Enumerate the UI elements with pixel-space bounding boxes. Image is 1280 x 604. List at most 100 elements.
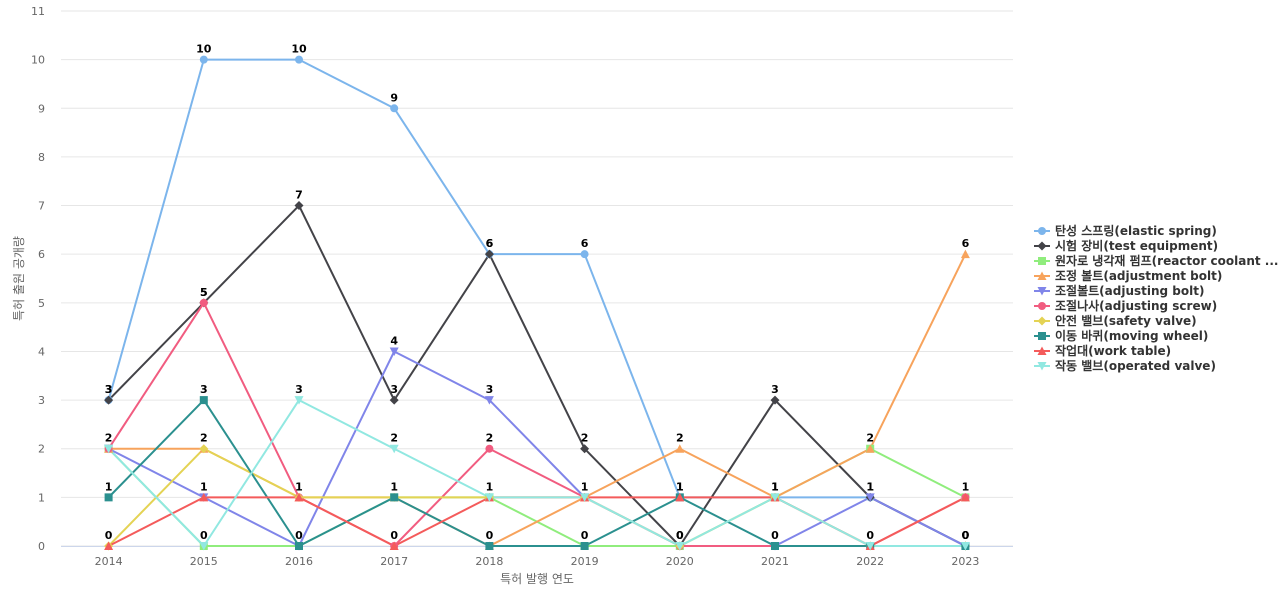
x-tick-label: 2015	[190, 555, 218, 568]
data-label: 3	[105, 383, 113, 396]
data-label: 0	[105, 529, 113, 542]
legend-item[interactable]: 조절나사(adjusting screw)	[1034, 298, 1217, 313]
data-label: 6	[486, 237, 494, 250]
legend-marker	[1038, 227, 1046, 235]
legend[interactable]: 탄성 스프링(elastic spring)시험 장비(test equipme…	[1034, 223, 1278, 373]
data-point	[960, 492, 970, 502]
legend-marker	[1038, 302, 1046, 310]
legend-label: 작업대(work table)	[1055, 343, 1171, 358]
data-label: 0	[390, 529, 398, 542]
legend-item[interactable]: 이동 바퀴(moving wheel)	[1034, 328, 1208, 343]
data-label: 3	[105, 383, 113, 396]
data-point	[199, 444, 209, 454]
y-tick-label: 8	[38, 151, 45, 164]
legend-label: 탄성 스프링(elastic spring)	[1055, 223, 1217, 238]
y-tick-label: 0	[38, 540, 45, 553]
data-label: 3	[390, 383, 398, 396]
data-label: 10	[196, 43, 212, 56]
legend-item[interactable]: 작동 밸브(operated valve)	[1034, 358, 1216, 373]
data-label: 3	[771, 383, 779, 396]
data-point	[295, 542, 303, 550]
data-label: 0	[676, 529, 684, 542]
legend-marker	[1037, 241, 1047, 251]
data-label: 1	[390, 480, 398, 493]
data-label: 0	[962, 529, 970, 542]
legend-item[interactable]: 조절볼트(adjusting bolt)	[1034, 284, 1204, 298]
data-label: 1	[581, 480, 589, 493]
data-point	[199, 55, 208, 64]
data-point	[580, 493, 590, 502]
legend-label: 조절볼트(adjusting bolt)	[1055, 284, 1204, 298]
data-label: 0	[962, 529, 970, 542]
data-label: 5	[200, 286, 208, 299]
data-label: 2	[676, 432, 684, 445]
data-label: 3	[295, 383, 303, 396]
data-point	[199, 492, 209, 502]
data-label: 1	[771, 480, 779, 493]
data-label: 1	[486, 480, 494, 493]
data-label: 9	[390, 91, 398, 104]
data-label: 2	[866, 432, 874, 445]
y-tick-label: 1	[38, 491, 45, 504]
legend-label: 시험 장비(test equipment)	[1055, 238, 1218, 253]
data-point	[580, 250, 589, 259]
y-tick-label: 2	[38, 443, 45, 456]
x-tick-label: 2019	[571, 555, 599, 568]
data-point	[484, 493, 494, 502]
grid-lines	[61, 10, 1013, 547]
legend-item[interactable]: 안전 밸브(safety valve)	[1034, 313, 1197, 328]
legend-item[interactable]: 조정 볼트(adjustment bolt)	[1034, 268, 1222, 283]
data-label: 1	[200, 480, 208, 493]
data-point	[770, 395, 780, 405]
legend-marker	[1037, 346, 1047, 355]
data-point	[580, 444, 590, 454]
data-label: 4	[390, 334, 398, 347]
data-label: 2	[486, 432, 494, 445]
data-point	[485, 542, 494, 550]
data-point	[960, 249, 970, 259]
data-label: 1	[866, 480, 874, 493]
legend-label: 안전 밸브(safety valve)	[1055, 313, 1197, 328]
legend-item[interactable]: 작업대(work table)	[1034, 343, 1171, 358]
data-point	[770, 493, 780, 502]
data-label: 1	[771, 480, 779, 493]
legend-item[interactable]: 시험 장비(test equipment)	[1034, 238, 1218, 253]
data-label: 0	[771, 529, 779, 542]
data-point	[675, 492, 685, 502]
legend-item[interactable]: 원자로 냉각재 펌프(reactor coolant ...	[1034, 253, 1278, 268]
data-label: 7	[295, 189, 303, 202]
data-label: 1	[676, 480, 684, 493]
data-label: 0	[581, 529, 589, 542]
y-tick-label: 6	[38, 248, 45, 261]
y-tick-label: 7	[38, 200, 45, 213]
x-tick-label: 2021	[761, 555, 789, 568]
series-line-0	[107, 58, 967, 547]
data-label: 1	[105, 480, 113, 493]
data-label: 0	[200, 529, 208, 542]
data-point	[675, 542, 685, 551]
data-point	[104, 541, 114, 550]
data-label: 2	[390, 432, 398, 445]
data-label: 0	[676, 529, 684, 542]
x-tick-label: 2017	[380, 555, 408, 568]
data-point	[390, 104, 399, 113]
series-line-9	[107, 399, 967, 547]
x-tick-label: 2016	[285, 555, 313, 568]
data-point	[389, 395, 399, 405]
data-point	[484, 249, 494, 259]
data-point	[865, 493, 875, 502]
legend-item[interactable]: 탄성 스프링(elastic spring)	[1034, 223, 1217, 238]
x-axis-title: 특허 발행 연도	[500, 571, 574, 586]
data-point	[389, 444, 399, 454]
y-tick-label: 11	[31, 5, 45, 18]
data-point	[485, 444, 494, 453]
data-point	[580, 542, 589, 550]
data-point	[675, 444, 685, 453]
y-tick-label: 9	[38, 102, 45, 115]
data-label: 1	[962, 480, 970, 493]
series-lines	[107, 58, 967, 547]
data-label: 5	[200, 286, 208, 299]
